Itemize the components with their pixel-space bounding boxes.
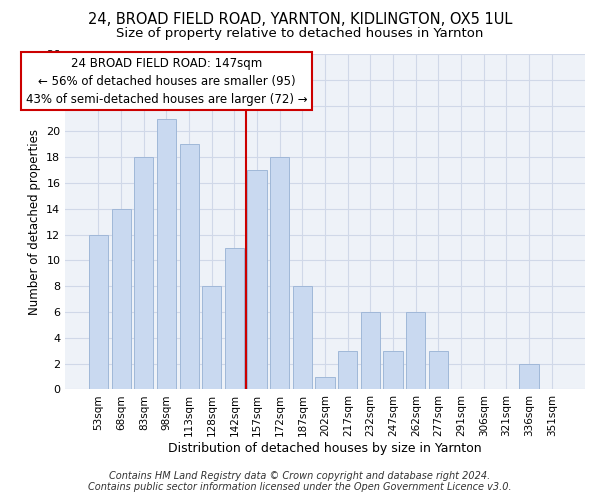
- Bar: [270, 157, 289, 390]
- X-axis label: Distribution of detached houses by size in Yarnton: Distribution of detached houses by size …: [169, 442, 482, 455]
- Text: Contains HM Land Registry data © Crown copyright and database right 2024.
Contai: Contains HM Land Registry data © Crown c…: [88, 471, 512, 492]
- Bar: [406, 312, 425, 390]
- Bar: [520, 364, 539, 390]
- Bar: [157, 118, 176, 390]
- Bar: [361, 312, 380, 390]
- Bar: [247, 170, 267, 390]
- Text: Size of property relative to detached houses in Yarnton: Size of property relative to detached ho…: [116, 28, 484, 40]
- Text: 24 BROAD FIELD ROAD: 147sqm
← 56% of detached houses are smaller (95)
43% of sem: 24 BROAD FIELD ROAD: 147sqm ← 56% of det…: [26, 56, 307, 106]
- Bar: [202, 286, 221, 390]
- Bar: [383, 351, 403, 390]
- Bar: [338, 351, 358, 390]
- Bar: [89, 234, 108, 390]
- Bar: [134, 157, 154, 390]
- Bar: [316, 376, 335, 390]
- Bar: [179, 144, 199, 390]
- Y-axis label: Number of detached properties: Number of detached properties: [28, 128, 41, 314]
- Bar: [112, 209, 131, 390]
- Text: 24, BROAD FIELD ROAD, YARNTON, KIDLINGTON, OX5 1UL: 24, BROAD FIELD ROAD, YARNTON, KIDLINGTO…: [88, 12, 512, 28]
- Bar: [225, 248, 244, 390]
- Bar: [429, 351, 448, 390]
- Bar: [293, 286, 312, 390]
